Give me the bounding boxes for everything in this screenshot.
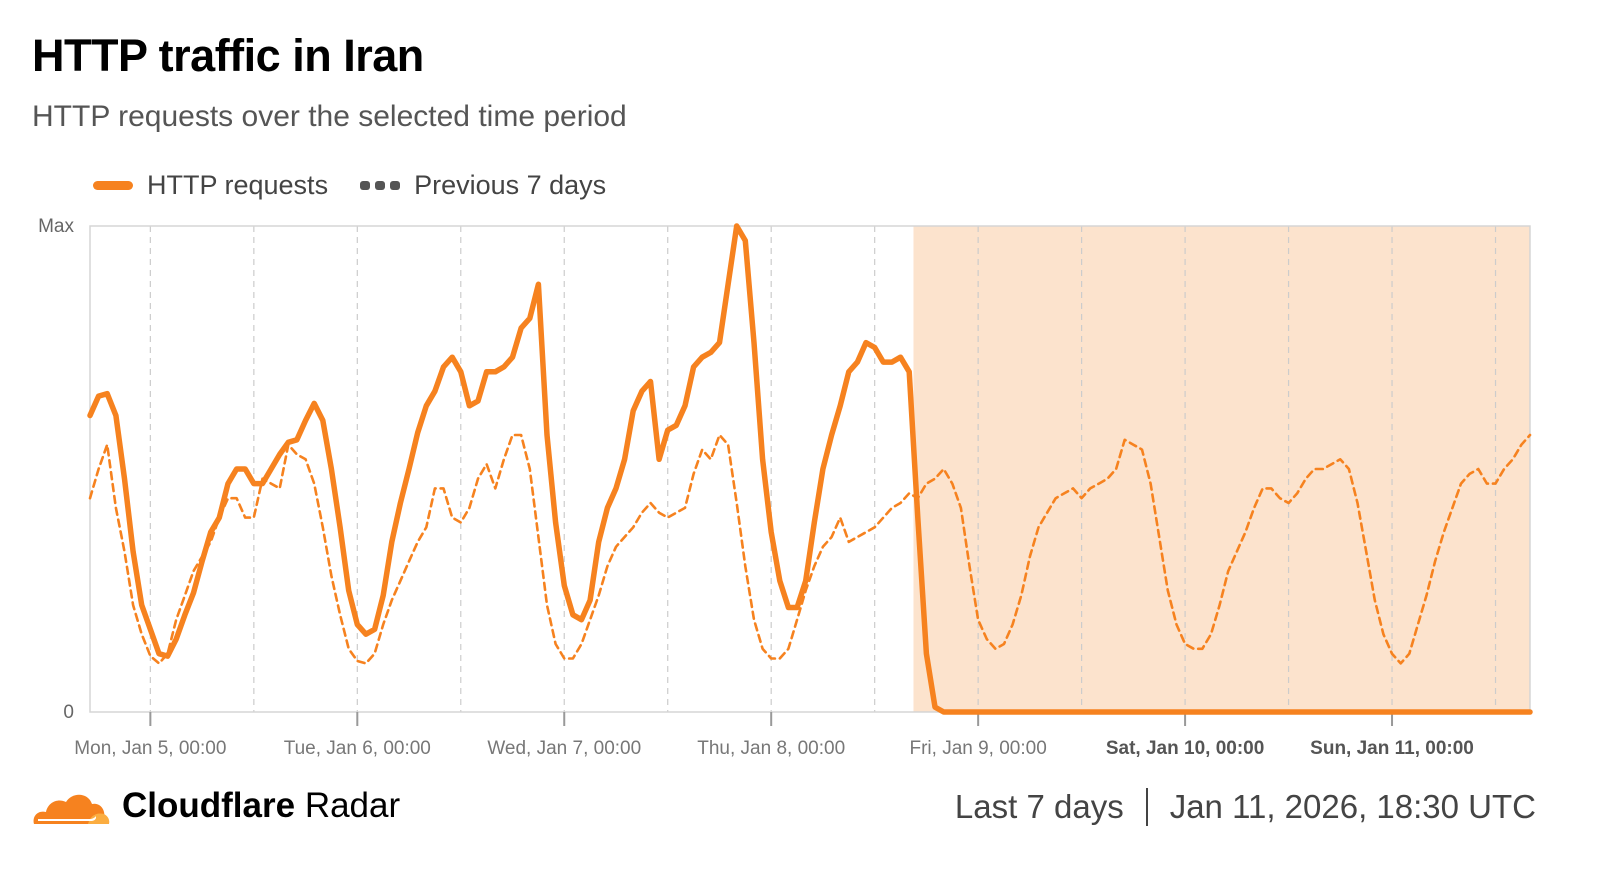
cloudflare-cloud-icon xyxy=(33,794,110,824)
line-chart: 0 Max Mon, Jan 5, 00:00 Tue, Jan 6, 00:00 We… xyxy=(38,216,1533,759)
legend-label-current: HTTP requests xyxy=(147,170,329,200)
legend-swatch-solid xyxy=(93,181,133,190)
series-line-previous-7-days xyxy=(88,433,1532,665)
brand-product: Radar xyxy=(304,786,401,825)
x-tick-label: Sun, Jan 11, 00:00 xyxy=(1310,738,1474,759)
cloudflare-radar-logo: Cloudflare Radar xyxy=(30,786,400,826)
period-label: Last 7 days xyxy=(954,788,1124,825)
x-tick-label: Wed, Jan 7, 00:00 xyxy=(487,738,641,759)
legend-label-previous: Previous 7 days xyxy=(414,170,607,200)
chart-title: HTTP traffic in Iran xyxy=(32,30,424,81)
legend-swatch-dashed xyxy=(360,181,401,190)
series-line-http-requests xyxy=(87,223,1533,715)
chart-subtitle: HTTP requests over the selected time per… xyxy=(32,100,627,133)
x-tick-label: Thu, Jan 8, 00:00 xyxy=(697,738,845,759)
legend-item-previous[interactable]: Previous 7 days xyxy=(360,170,606,201)
plot-border xyxy=(89,225,1531,713)
x-tick-label: Sat, Jan 10, 00:00 xyxy=(1106,738,1264,759)
outage-shaded-region xyxy=(913,226,1530,712)
x-tick-label: Mon, Jan 5, 00:00 xyxy=(74,738,226,759)
chart-legend: HTTP requests Previous 7 days xyxy=(93,170,638,201)
divider xyxy=(1145,788,1148,826)
y-tick-label: 0 xyxy=(63,702,74,723)
brand-name: Cloudflare xyxy=(122,786,296,825)
x-tick-label: Fri, Jan 9, 00:00 xyxy=(909,738,1046,759)
timestamp: Jan 11, 2026, 18:30 UTC xyxy=(1169,788,1536,825)
legend-item-current[interactable]: HTTP requests xyxy=(93,170,328,201)
y-tick-label: Max xyxy=(38,216,74,237)
x-tick-label: Tue, Jan 6, 00:00 xyxy=(284,738,431,759)
